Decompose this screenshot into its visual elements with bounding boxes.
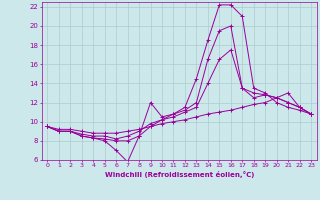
X-axis label: Windchill (Refroidissement éolien,°C): Windchill (Refroidissement éolien,°C) — [105, 171, 254, 178]
